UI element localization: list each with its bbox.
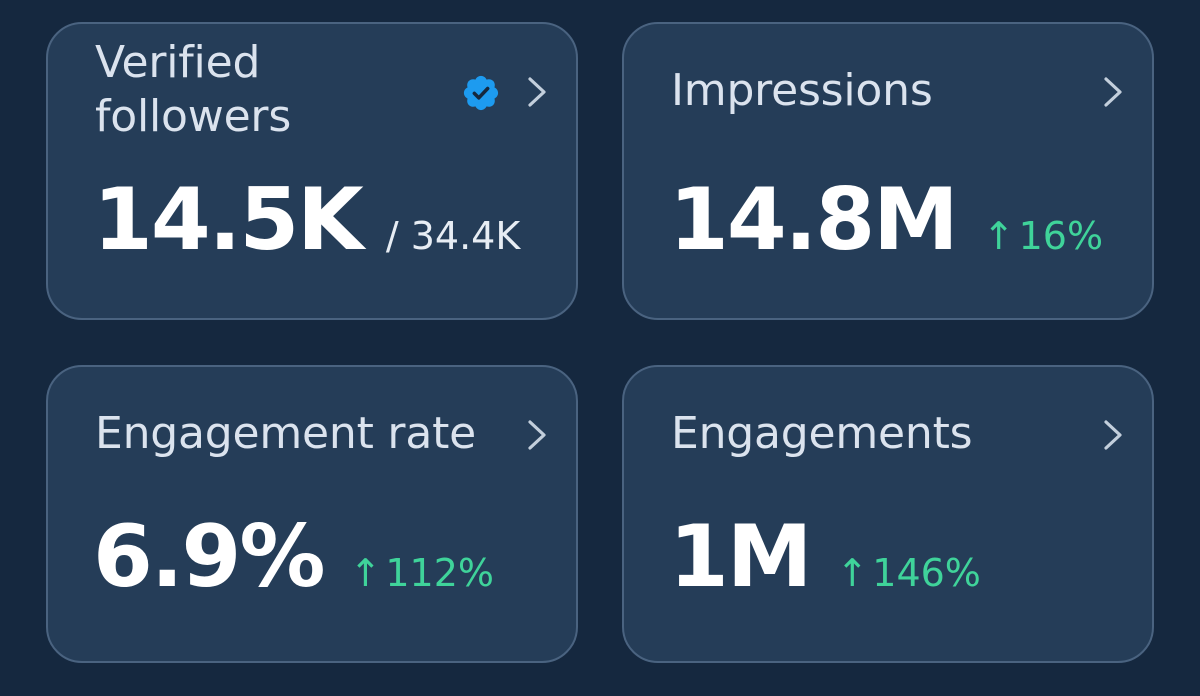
card-title: Impressions [671, 65, 933, 116]
metric-delta: ↑ 16% [983, 214, 1103, 258]
arrow-up-icon: ↑ [982, 214, 1015, 258]
delta-value: 112% [385, 551, 494, 595]
engagements-card[interactable]: Engagements 1M ↑ 146% [622, 365, 1154, 663]
delta-value: 16% [1018, 214, 1104, 258]
engagement-rate-card[interactable]: Engagement rate 6.9% ↑ 112% [46, 365, 578, 663]
metric-value: 14.8M [669, 170, 959, 270]
chevron-right-icon[interactable] [1100, 419, 1126, 451]
metric-value-row: 14.5K / 34.4K [93, 170, 520, 270]
metric-value-row: 6.9% ↑ 112% [93, 507, 494, 607]
card-title: Engagements [671, 408, 973, 459]
arrow-up-icon: ↑ [349, 551, 382, 595]
chevron-right-icon[interactable] [524, 76, 550, 108]
metric-delta: ↑ 112% [350, 551, 494, 595]
metric-value: 1M [669, 507, 812, 607]
metric-value-row: 14.8M ↑ 16% [669, 170, 1103, 270]
metric-value-row: 1M ↑ 146% [669, 507, 981, 607]
chevron-right-icon[interactable] [524, 419, 550, 451]
metric-value: 6.9% [93, 507, 326, 607]
impressions-card[interactable]: Impressions 14.8M ↑ 16% [622, 22, 1154, 320]
verified-badge-icon [461, 73, 501, 113]
metric-total: / 34.4K [385, 214, 521, 258]
arrow-up-icon: ↑ [836, 551, 869, 595]
chevron-right-icon[interactable] [1100, 76, 1126, 108]
delta-value: 146% [872, 551, 981, 595]
metric-value: 14.5K [93, 170, 364, 270]
card-title: Verified followers [95, 37, 292, 142]
verified-followers-card[interactable]: Verified followers 14.5K / 34.4K [46, 22, 578, 320]
card-title: Engagement rate [95, 408, 477, 459]
metric-delta: ↑ 146% [836, 551, 980, 595]
